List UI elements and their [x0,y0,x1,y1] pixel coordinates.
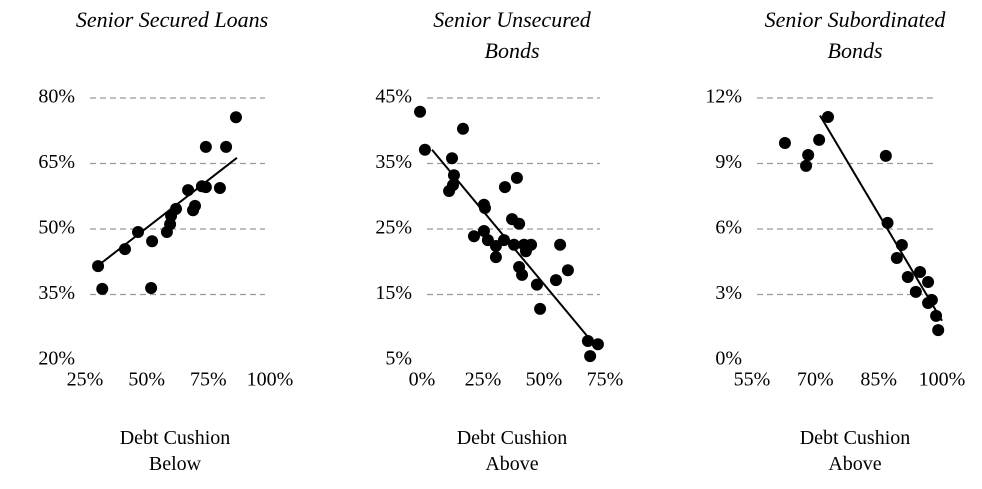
y-tick-label: 80% [38,86,75,108]
trend-line [431,149,595,345]
point [507,238,520,251]
point [498,181,511,194]
point [182,184,195,197]
point [132,226,145,239]
y-tick-label: 25% [375,217,412,239]
point [510,171,523,184]
x-axis-label: Debt Cushion Below [119,427,231,475]
point [549,274,562,287]
point [229,111,242,124]
point [146,235,159,248]
y-tick-label: 15% [375,282,412,304]
point [581,335,594,348]
chart-title: Senior Secured Loans [75,7,269,32]
point [456,122,469,135]
trend-line [819,114,943,322]
x-tick-label: 25% [67,369,104,391]
point [922,276,935,289]
y-tick-label: 35% [38,282,75,304]
point [189,199,202,212]
x-tick-label: 0% [409,369,436,391]
y-tick-label: 3% [715,282,742,304]
point [554,238,567,251]
y-tick-label: 35% [375,151,412,173]
y-tick-label: 45% [375,86,412,108]
x-tick-label: 75% [587,369,624,391]
point [530,278,543,291]
chart-title: Senior Unsecured Bonds [433,7,591,63]
point [497,234,510,247]
point [170,202,183,215]
point [561,264,574,277]
point [446,152,459,165]
y-tick-label: 65% [38,151,75,173]
point [467,230,480,243]
x-axis-label: Debt Cushion Above [456,427,568,475]
y-tick-label: 5% [385,348,412,370]
x-tick-label: 50% [526,369,563,391]
point [418,143,431,156]
y-tick-label: 12% [705,86,742,108]
y-tick-label: 0% [715,348,742,370]
point [879,149,892,162]
point [443,185,456,198]
point [909,285,922,298]
point [513,217,526,230]
x-tick-label: 100% [247,369,294,391]
y-tick-label: 6% [715,217,742,239]
x-tick-label: 25% [465,369,502,391]
point [489,251,502,264]
point [199,140,212,153]
trend-line [94,157,238,269]
point [930,309,943,322]
point [519,245,532,258]
point [591,338,604,351]
point [914,266,927,279]
point [901,271,914,284]
y-tick-label: 20% [38,348,75,370]
point [778,136,791,149]
x-tick-label: 75% [190,369,227,391]
point [534,302,547,315]
y-tick-label: 50% [38,217,75,239]
point [145,281,158,294]
point [220,140,233,153]
x-tick-label: 55% [734,369,771,391]
x-tick-label: 50% [128,369,165,391]
point [822,110,834,123]
point [802,148,815,161]
point [213,181,226,194]
point [96,282,109,295]
y-tick-label: 9% [715,151,742,173]
point [477,224,490,237]
point [516,268,529,281]
x-tick-label: 85% [860,369,897,391]
chart-title: Senior Subordinated Bonds [764,7,946,63]
point [932,324,945,337]
point [890,252,903,265]
point [813,133,826,146]
point [800,159,813,172]
x-tick-label: 100% [919,369,966,391]
x-axis-label: Debt Cushion Above [799,427,911,475]
point [414,105,427,118]
point [584,350,597,363]
x-tick-label: 70% [797,369,834,391]
